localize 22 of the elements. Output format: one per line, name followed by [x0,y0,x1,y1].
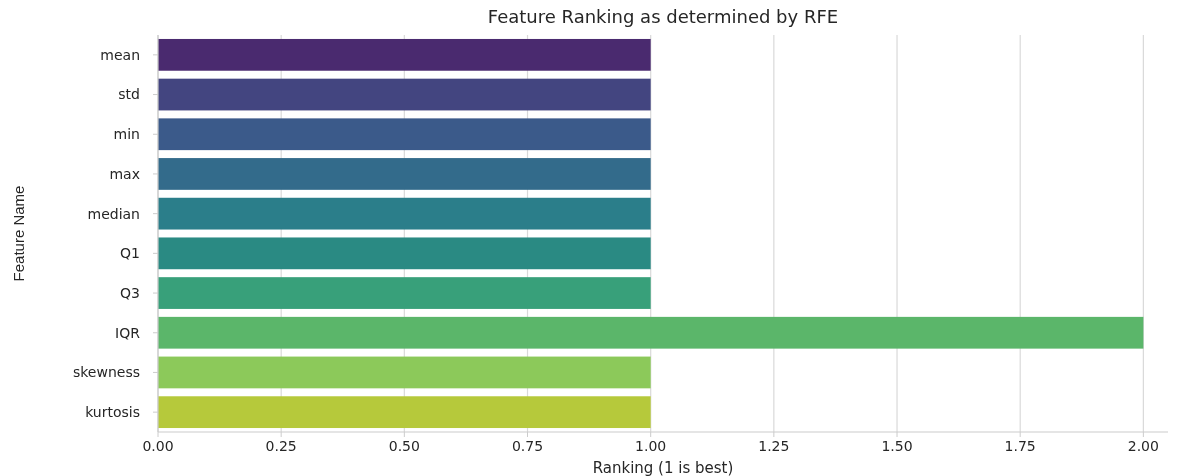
x-axis-title: Ranking (1 is best) [592,459,734,476]
y-tick-label: IQR [115,324,141,341]
y-tick-label: std [118,86,140,103]
y-tick-label: Q1 [120,245,140,262]
x-tick-label: 1.25 [758,438,790,454]
x-tick-label: 0.25 [265,438,297,454]
y-tick-label: skewness [72,364,140,381]
x-tick-label: 1.75 [1004,438,1036,454]
x-tick-label: 1.00 [635,438,667,454]
y-tick-label: Q3 [120,284,140,301]
y-tick-label: median [87,205,140,222]
x-tick-label: 0.75 [511,438,544,454]
y-tick-label: min [113,126,140,143]
x-tick-label: 0.50 [388,438,420,454]
x-tick-label: 1.50 [881,438,913,454]
y-tick-label: max [109,165,140,182]
y-tick-label: kurtosis [85,404,140,421]
x-tick-label: 2.00 [1127,438,1159,454]
x-tick-label: 0.00 [142,438,174,454]
y-tick-label: mean [100,46,140,63]
y-axis-title: Feature Name [10,185,27,282]
chart-title: Feature Ranking as determined by RFE [487,6,839,27]
